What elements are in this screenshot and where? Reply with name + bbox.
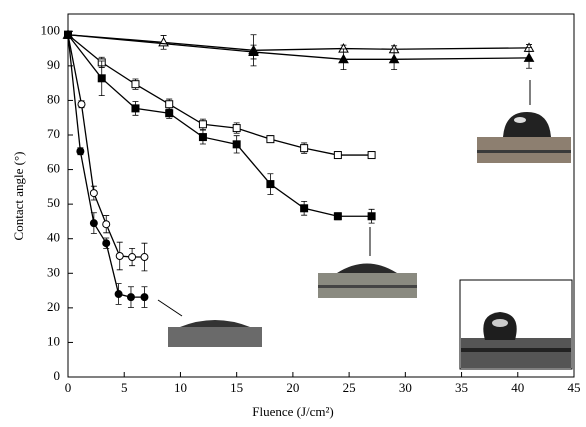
x-tick-label: 0 (65, 380, 72, 395)
y-tick-label: 60 (47, 161, 60, 176)
x-tick-label: 10 (174, 380, 187, 395)
x-tick-label: 35 (455, 380, 468, 395)
y-tick-label: 40 (47, 230, 60, 245)
y-tick-label: 10 (47, 333, 60, 348)
marker (89, 189, 98, 198)
marker (126, 293, 135, 302)
marker (114, 290, 123, 299)
y-tick-label: 50 (47, 195, 60, 210)
marker (198, 120, 207, 129)
series-line (67, 34, 530, 51)
marker (102, 239, 111, 248)
x-tick-label: 40 (511, 380, 524, 395)
x-tick-label: 20 (286, 380, 299, 395)
marker (367, 212, 376, 221)
marker (367, 151, 376, 160)
marker (140, 253, 149, 262)
marker (97, 74, 106, 83)
marker (266, 180, 275, 189)
marker (232, 140, 241, 149)
marker (232, 124, 241, 133)
marker (128, 253, 137, 262)
series-line (67, 34, 372, 156)
y-axis-label: Contact angle (°) (11, 152, 26, 241)
x-tick-label: 45 (568, 380, 581, 395)
marker (388, 53, 400, 64)
x-tick-label: 25 (343, 380, 356, 395)
marker (165, 109, 174, 118)
marker (115, 252, 124, 260)
marker (333, 151, 342, 160)
marker (333, 212, 342, 221)
plot-frame (67, 13, 575, 378)
y-tick-label: 90 (47, 57, 60, 72)
marker (131, 80, 140, 89)
y-tick-label: 80 (47, 91, 60, 106)
marker (131, 104, 140, 113)
marker (248, 46, 259, 57)
marker (77, 100, 86, 109)
marker (523, 52, 535, 62)
marker (266, 135, 275, 144)
marker (102, 220, 111, 229)
x-tick-label: 15 (230, 380, 243, 395)
marker (338, 53, 349, 64)
inset-photo (157, 299, 262, 347)
marker (140, 293, 149, 302)
marker (165, 100, 174, 109)
inset-photo (459, 279, 573, 370)
x-tick-label: 5 (121, 380, 128, 395)
marker (300, 204, 309, 213)
y-tick-label: 100 (41, 22, 61, 37)
y-tick-label: 70 (47, 126, 60, 141)
marker (89, 219, 98, 228)
inset-photo (477, 80, 571, 163)
marker (76, 147, 85, 156)
x-tick-label: 30 (399, 380, 412, 395)
inset-photo (318, 227, 417, 298)
y-tick-label: 20 (47, 299, 60, 314)
marker (64, 30, 72, 39)
y-tick-label: 0 (54, 368, 61, 383)
marker (300, 144, 309, 153)
marker (198, 133, 207, 142)
y-tick-label: 30 (47, 264, 60, 279)
series-line (67, 34, 372, 217)
x-axis-label: Fluence (J/cm²) (252, 404, 334, 419)
series-line (67, 34, 530, 60)
